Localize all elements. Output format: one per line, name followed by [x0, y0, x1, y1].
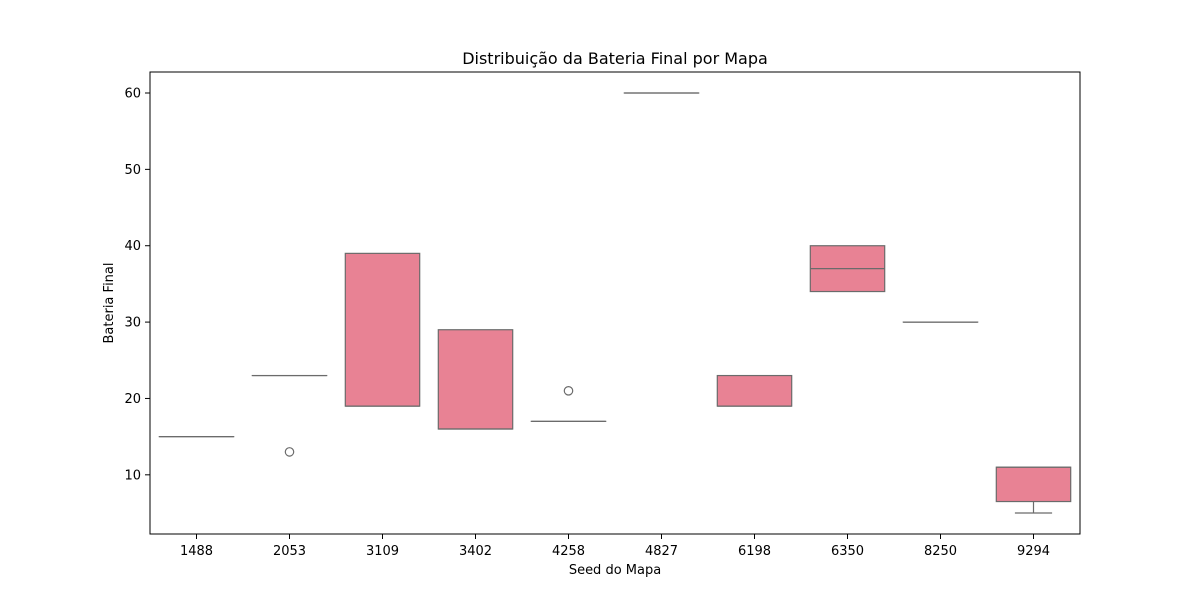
x-tick-label: 4258	[552, 544, 585, 559]
x-tick-label: 2053	[273, 544, 306, 559]
y-tick-label: 10	[124, 468, 141, 483]
x-tick-label: 6198	[738, 544, 771, 559]
y-tick-label: 20	[124, 392, 141, 407]
x-axis-title: Seed do Mapa	[569, 563, 661, 578]
outlier-point	[284, 447, 295, 457]
outlier-point	[563, 386, 574, 396]
y-tick-label: 30	[124, 316, 141, 331]
y-axis-title: Bateria Final	[102, 263, 117, 344]
x-tick-label: 6350	[831, 544, 864, 559]
x-tick-label: 9294	[1017, 544, 1050, 559]
y-tick-label: 50	[124, 163, 141, 178]
box-3109	[344, 252, 421, 407]
x-tick-label: 3109	[366, 544, 399, 559]
plot-frame	[149, 71, 1081, 535]
box-9294	[995, 466, 1072, 503]
box-6198	[716, 374, 793, 407]
y-tick-label: 60	[124, 87, 141, 102]
x-tick-label: 4827	[645, 544, 678, 559]
x-tick-label: 3402	[459, 544, 492, 559]
chart-title: Distribuição da Bateria Final por Mapa	[462, 49, 768, 68]
y-tick-label: 40	[124, 239, 141, 254]
plot-area: 10 20 30 40 50 60 1488 2053 3109 3402 4258 4827 6198…	[124, 71, 1081, 559]
x-tick-label: 1488	[180, 544, 213, 559]
x-tick-label: 8250	[924, 544, 957, 559]
box-3402	[437, 329, 514, 430]
